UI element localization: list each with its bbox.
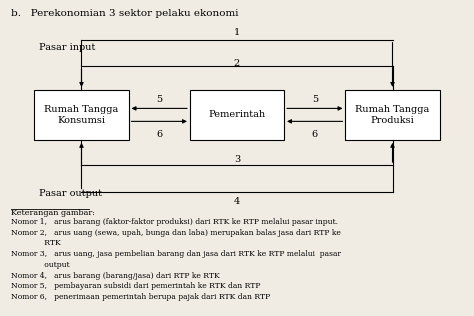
Text: b.   Perekonomian 3 sektor pelaku ekonomi: b. Perekonomian 3 sektor pelaku ekonomi [11,9,238,18]
FancyBboxPatch shape [346,90,439,140]
Text: 5: 5 [156,95,162,104]
Text: 6: 6 [312,130,318,139]
Text: Pemerintah: Pemerintah [209,110,265,119]
Text: 3: 3 [234,155,240,164]
Text: Rumah Tangga
Produksi: Rumah Tangga Produksi [356,105,429,125]
Text: 6: 6 [156,130,162,139]
Text: Keterangan gambar:: Keterangan gambar: [11,209,95,217]
Text: 4: 4 [234,197,240,206]
FancyBboxPatch shape [35,90,128,140]
Text: 5: 5 [312,95,318,104]
Text: 1: 1 [234,28,240,37]
Text: Pasar input: Pasar input [39,43,95,52]
FancyBboxPatch shape [190,90,284,140]
Text: Nomor 1,   arus barang (faktor-faktor produksi) dari RTK ke RTP melalui pasar in: Nomor 1, arus barang (faktor-faktor prod… [11,218,341,301]
Text: Pasar output: Pasar output [39,189,102,198]
Text: 2: 2 [234,59,240,68]
Text: Rumah Tangga
Konsumsi: Rumah Tangga Konsumsi [45,105,118,125]
